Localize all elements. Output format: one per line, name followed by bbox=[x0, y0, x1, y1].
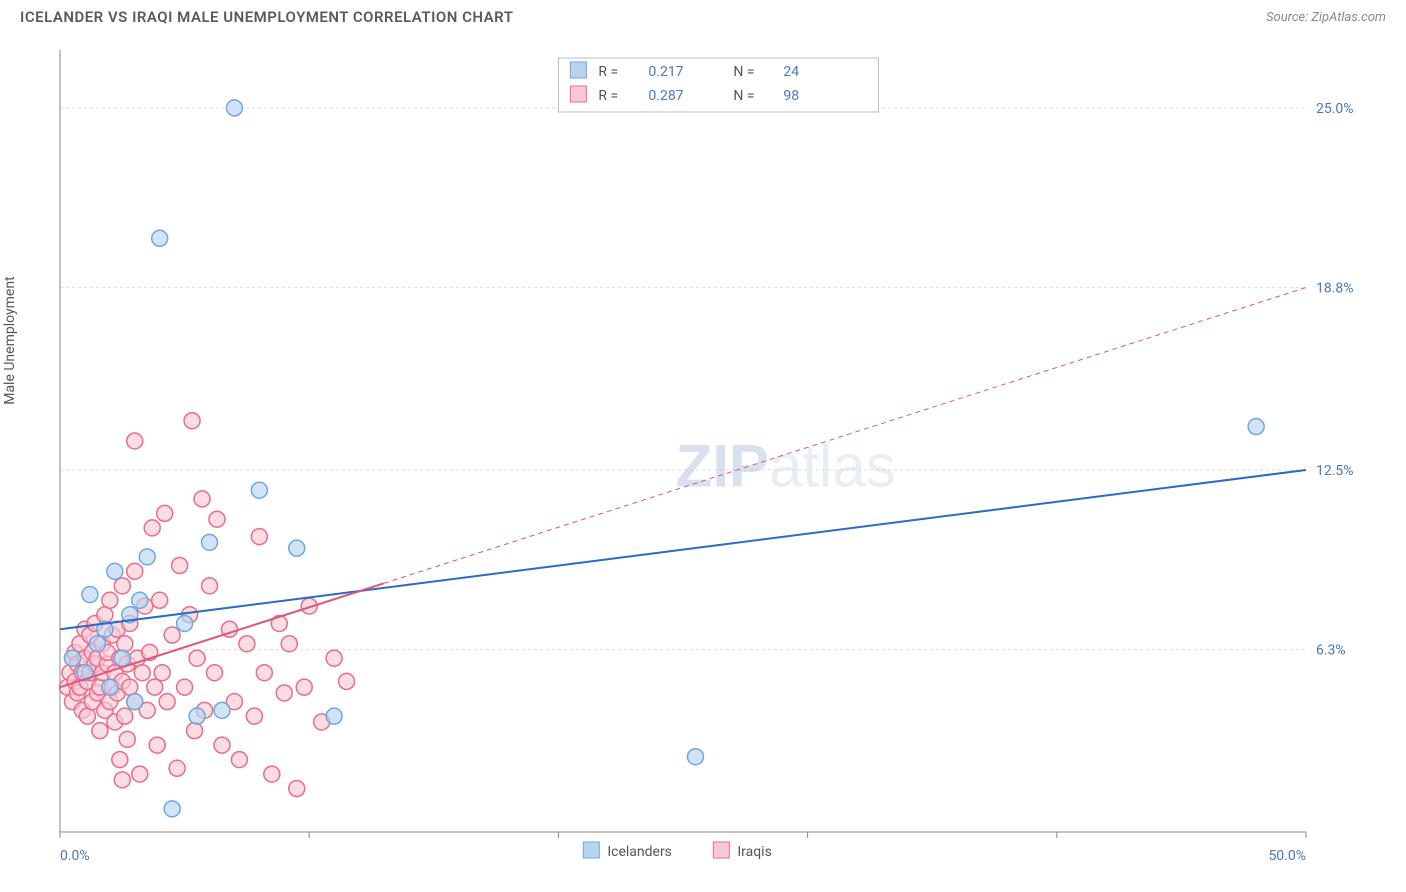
legend-swatch bbox=[713, 842, 729, 858]
scatter-point bbox=[102, 679, 118, 695]
scatter-point bbox=[117, 708, 133, 724]
y-tick-label: 18.8% bbox=[1316, 280, 1354, 296]
stat-n-value: 24 bbox=[783, 64, 799, 80]
scatter-point bbox=[209, 511, 225, 527]
scatter-point bbox=[82, 587, 98, 603]
scatter-point bbox=[214, 702, 230, 718]
scatter-point bbox=[246, 708, 262, 724]
source-attribution: Source: ZipAtlas.com bbox=[1266, 10, 1386, 25]
scatter-point bbox=[79, 708, 95, 724]
scatter-point bbox=[339, 673, 355, 689]
scatter-point bbox=[177, 615, 193, 631]
scatter-point bbox=[114, 650, 130, 666]
scatter-point bbox=[157, 505, 173, 521]
x-tick-label: 0.0% bbox=[60, 848, 90, 864]
scatter-point bbox=[289, 781, 305, 797]
scatter-point bbox=[296, 679, 312, 695]
scatter-point bbox=[264, 766, 280, 782]
scatter-point bbox=[202, 534, 218, 550]
scatter-point bbox=[97, 607, 113, 623]
scatter-point bbox=[687, 749, 703, 765]
scatter-point bbox=[119, 731, 135, 747]
scatter-point bbox=[127, 433, 143, 449]
stat-n-label: N = bbox=[733, 88, 754, 104]
scatter-point bbox=[152, 230, 168, 246]
legend-swatch bbox=[570, 86, 586, 102]
scatter-point bbox=[202, 578, 218, 594]
scatter-point bbox=[184, 413, 200, 429]
watermark: ZIPatlas bbox=[676, 432, 896, 499]
scatter-point bbox=[132, 592, 148, 608]
scatter-point bbox=[172, 558, 188, 574]
scatter-point bbox=[1248, 419, 1264, 435]
scatter-point bbox=[256, 665, 272, 681]
scatter-point bbox=[164, 801, 180, 817]
scatter-point bbox=[281, 636, 297, 652]
scatter-point bbox=[326, 650, 342, 666]
stat-r-value: 0.287 bbox=[648, 88, 683, 104]
scatter-point bbox=[159, 694, 175, 710]
legend-label: Iraqis bbox=[737, 844, 771, 860]
scatter-point bbox=[194, 491, 210, 507]
scatter-point bbox=[231, 752, 247, 768]
chart-container: Male Unemployment 6.3%12.5%18.8%25.0%ZIP… bbox=[20, 40, 1386, 882]
scatter-point bbox=[147, 679, 163, 695]
scatter-point bbox=[114, 578, 130, 594]
scatter-point bbox=[112, 752, 128, 768]
scatter-point bbox=[114, 772, 130, 788]
scatter-point bbox=[189, 708, 205, 724]
stat-r-label: R = bbox=[598, 64, 618, 80]
scatter-point bbox=[189, 650, 205, 666]
scatter-point bbox=[107, 563, 123, 579]
y-axis-label: Male Unemployment bbox=[2, 276, 18, 404]
scatter-point bbox=[226, 100, 242, 116]
scatter-point bbox=[251, 529, 267, 545]
y-tick-label: 12.5% bbox=[1316, 463, 1354, 479]
scatter-point bbox=[177, 679, 193, 695]
scatter-point bbox=[164, 627, 180, 643]
legend-swatch bbox=[583, 842, 599, 858]
scatter-point bbox=[127, 563, 143, 579]
scatter-point bbox=[117, 636, 133, 652]
scatter-point bbox=[127, 694, 143, 710]
scatter-point bbox=[92, 723, 108, 739]
legend-label: Icelanders bbox=[607, 844, 672, 860]
scatter-point bbox=[149, 737, 165, 753]
scatter-point bbox=[214, 737, 230, 753]
scatter-point bbox=[102, 592, 118, 608]
stat-n-value: 98 bbox=[783, 88, 799, 104]
scatter-point bbox=[154, 665, 170, 681]
scatter-point bbox=[152, 592, 168, 608]
scatter-point bbox=[144, 520, 160, 536]
scatter-point bbox=[276, 685, 292, 701]
scatter-point bbox=[89, 636, 105, 652]
scatter-point bbox=[132, 766, 148, 782]
chart-title: ICELANDER VS IRAQI MALE UNEMPLOYMENT COR… bbox=[20, 8, 513, 26]
scatter-point bbox=[64, 650, 80, 666]
scatter-point bbox=[169, 760, 185, 776]
scatter-point bbox=[122, 679, 138, 695]
scatter-point bbox=[134, 665, 150, 681]
y-tick-label: 6.3% bbox=[1316, 643, 1346, 659]
stat-r-value: 0.217 bbox=[648, 64, 683, 80]
scatter-point bbox=[289, 540, 305, 556]
scatter-point bbox=[251, 482, 267, 498]
scatter-point bbox=[207, 665, 223, 681]
stat-n-label: N = bbox=[733, 64, 754, 80]
scatter-point bbox=[326, 708, 342, 724]
scatter-point bbox=[139, 549, 155, 565]
stat-r-label: R = bbox=[598, 88, 618, 104]
y-tick-label: 25.0% bbox=[1316, 101, 1354, 117]
scatter-point bbox=[187, 723, 203, 739]
scatter-point bbox=[239, 636, 255, 652]
x-tick-label: 50.0% bbox=[1268, 848, 1306, 864]
legend-swatch bbox=[570, 62, 586, 78]
scatter-chart: 6.3% 12.5% 18.8% 25.0% ZIPatlas 0.0% 50.0% R = 0… bbox=[20, 40, 1386, 882]
